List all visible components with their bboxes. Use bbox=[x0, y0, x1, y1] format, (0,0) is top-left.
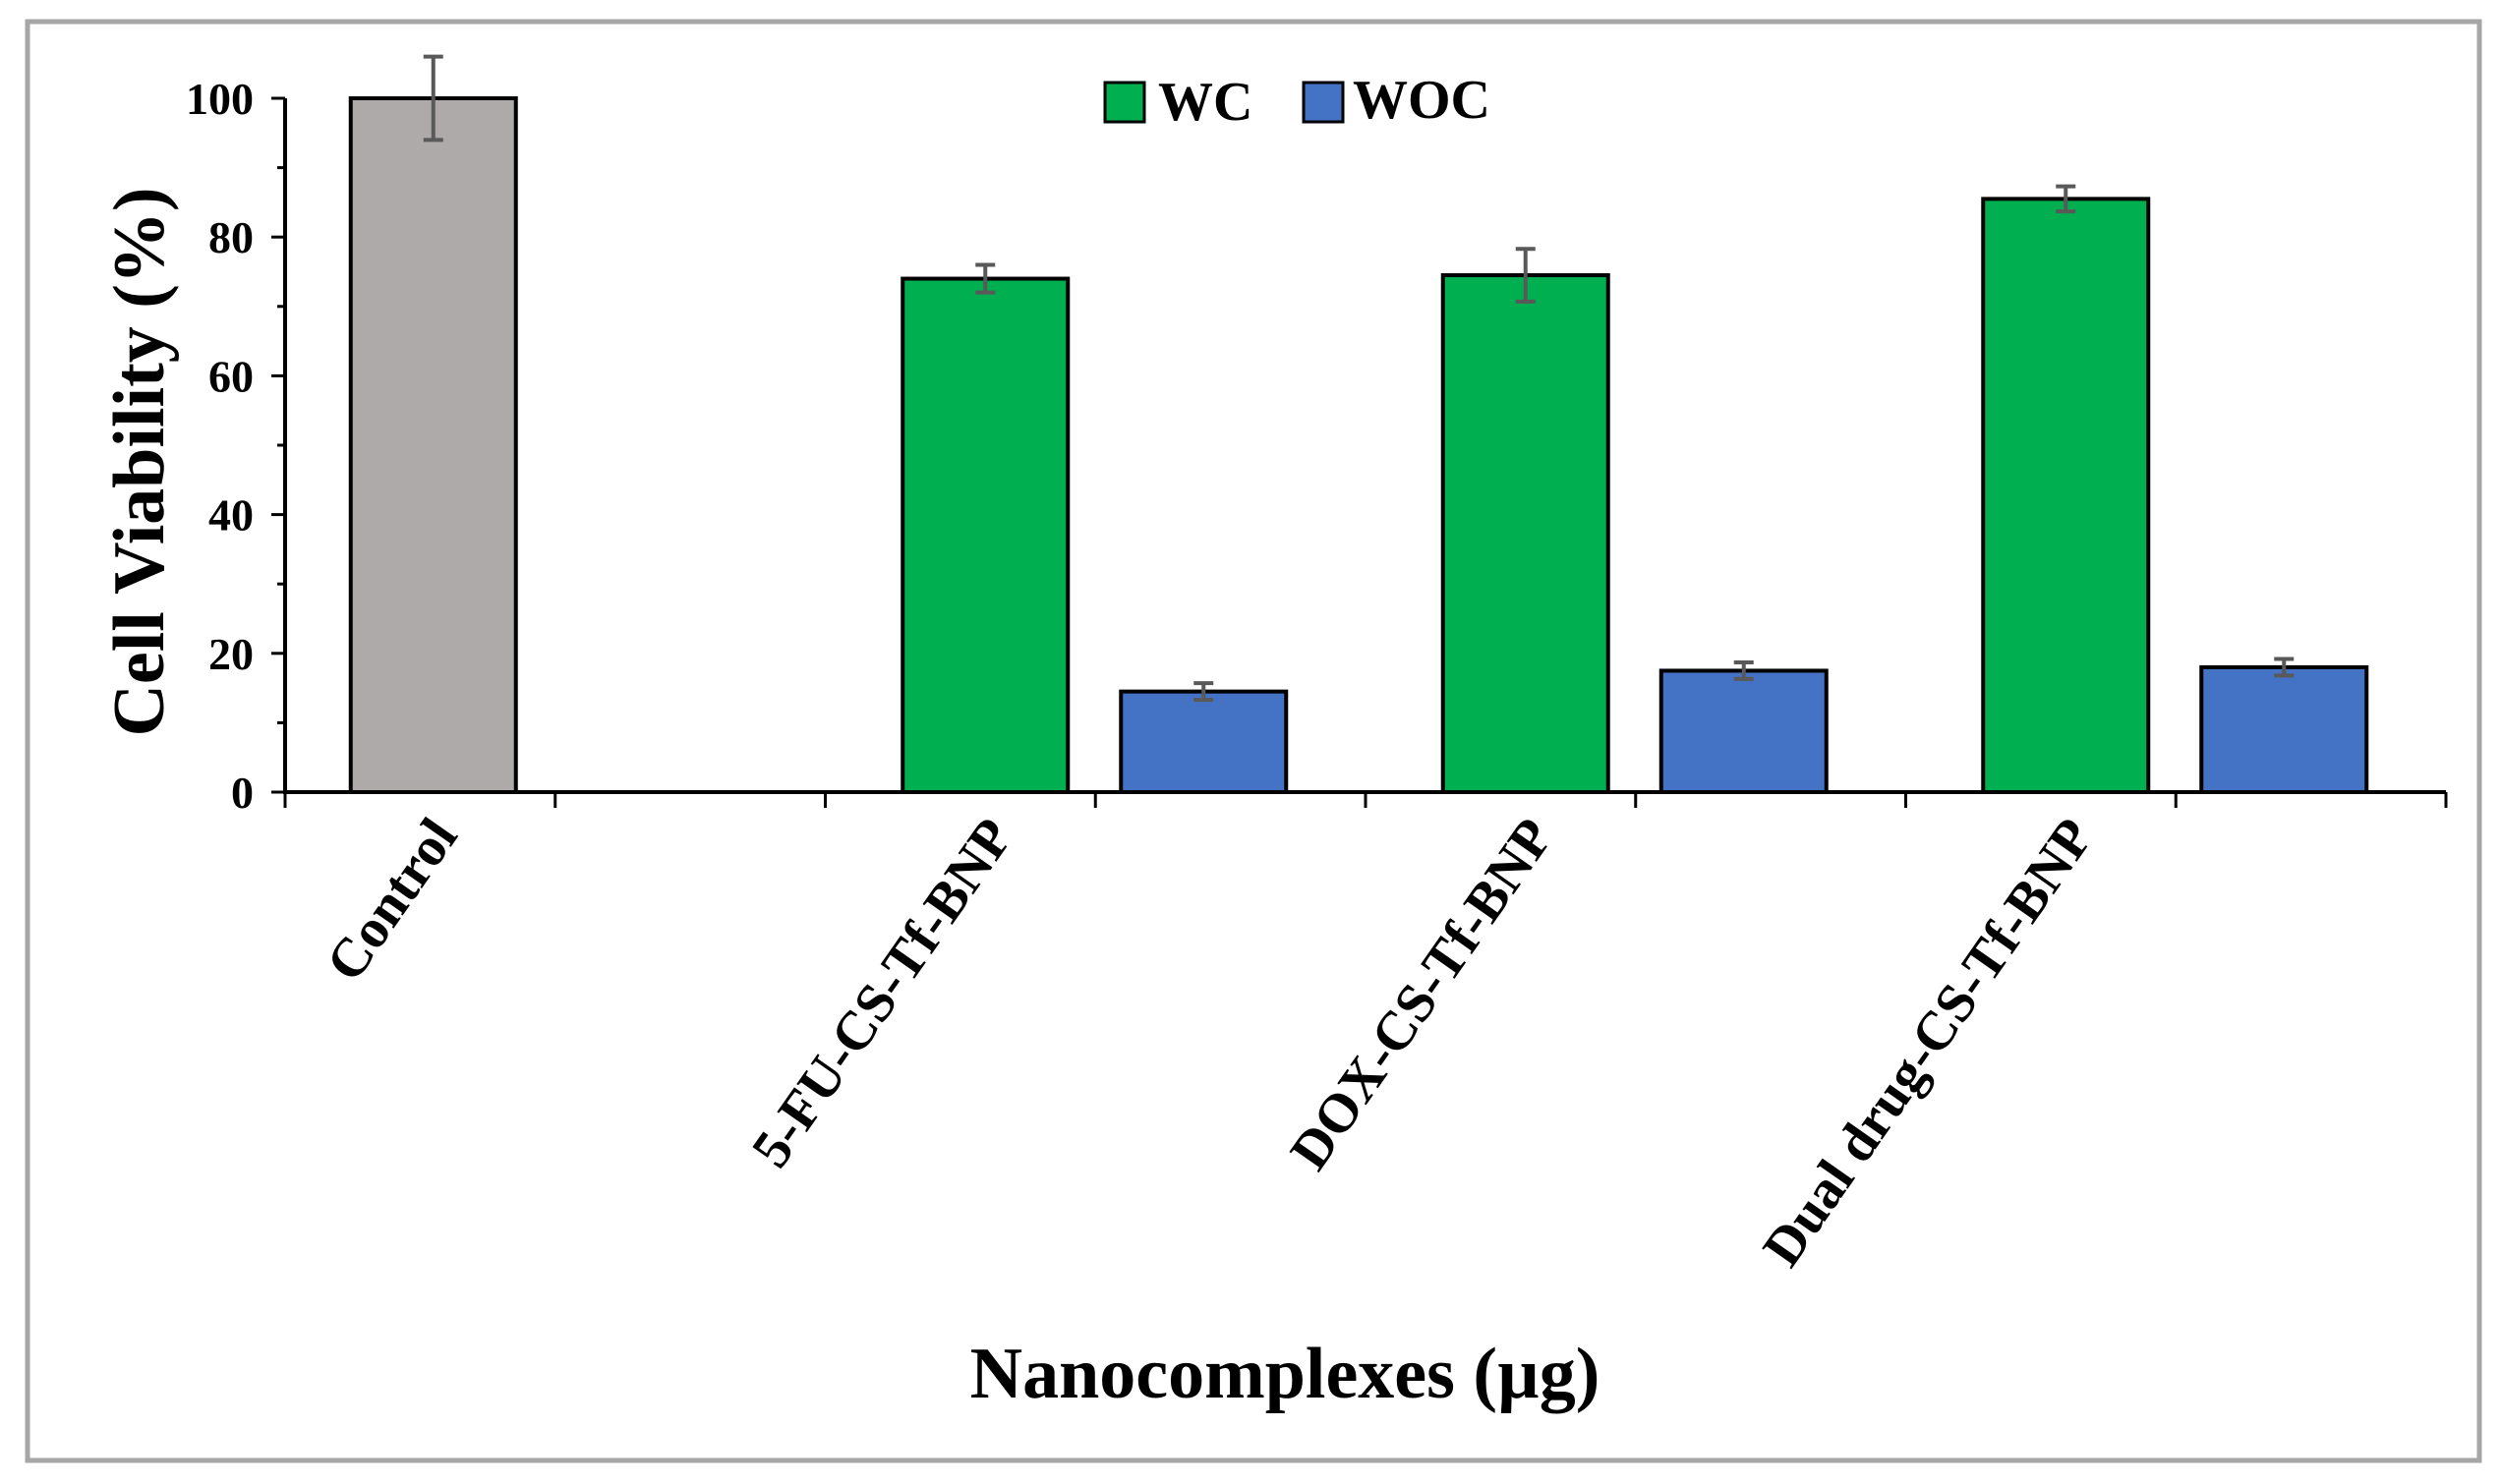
bar-wc-3 bbox=[1981, 197, 2151, 794]
bar-woc-1 bbox=[1119, 689, 1289, 795]
y-tick-label-100: 100 bbox=[186, 74, 254, 124]
y-tick-label-0: 0 bbox=[231, 768, 254, 818]
bar-woc-2-error-bar bbox=[1733, 659, 1754, 681]
bar-woc-3-error-bar bbox=[2274, 656, 2295, 678]
x-axis-title: Nanocomplexes (µg) bbox=[970, 1334, 1600, 1414]
legend-label-woc: WOC bbox=[1353, 70, 1490, 131]
legend-swatch-wc bbox=[1103, 81, 1146, 124]
y-axis-title: Cell Viability (%) bbox=[99, 187, 180, 736]
y-tick-label-80: 80 bbox=[208, 212, 254, 262]
y-tick-label-60: 60 bbox=[208, 351, 254, 401]
y-tick-label-20: 20 bbox=[208, 629, 254, 679]
legend-swatch-woc bbox=[1302, 81, 1345, 124]
bar-woc-2 bbox=[1658, 668, 1829, 795]
bars bbox=[348, 96, 2369, 795]
legend: WC WOC bbox=[1103, 70, 1490, 133]
bar-wc-1-error-bar bbox=[975, 262, 996, 295]
bar-wc-2 bbox=[1440, 273, 1610, 794]
y-axis-ticks: 0 20 40 60 80 100 bbox=[186, 74, 285, 818]
bar-wc-3-error-bar bbox=[2056, 184, 2076, 214]
x-axis-ticks bbox=[283, 792, 2448, 808]
bar-wc-1 bbox=[901, 276, 1071, 794]
legend-label-wc: WC bbox=[1158, 72, 1252, 133]
bar-control-error-bar bbox=[423, 54, 443, 143]
bar-wc-2-error-bar bbox=[1515, 247, 1536, 304]
bar-control bbox=[348, 96, 518, 794]
y-tick-label-40: 40 bbox=[208, 490, 254, 541]
bar-woc-1-error-bar bbox=[1193, 681, 1214, 703]
error-bars bbox=[423, 54, 2295, 703]
bar-woc-3 bbox=[2199, 664, 2369, 794]
